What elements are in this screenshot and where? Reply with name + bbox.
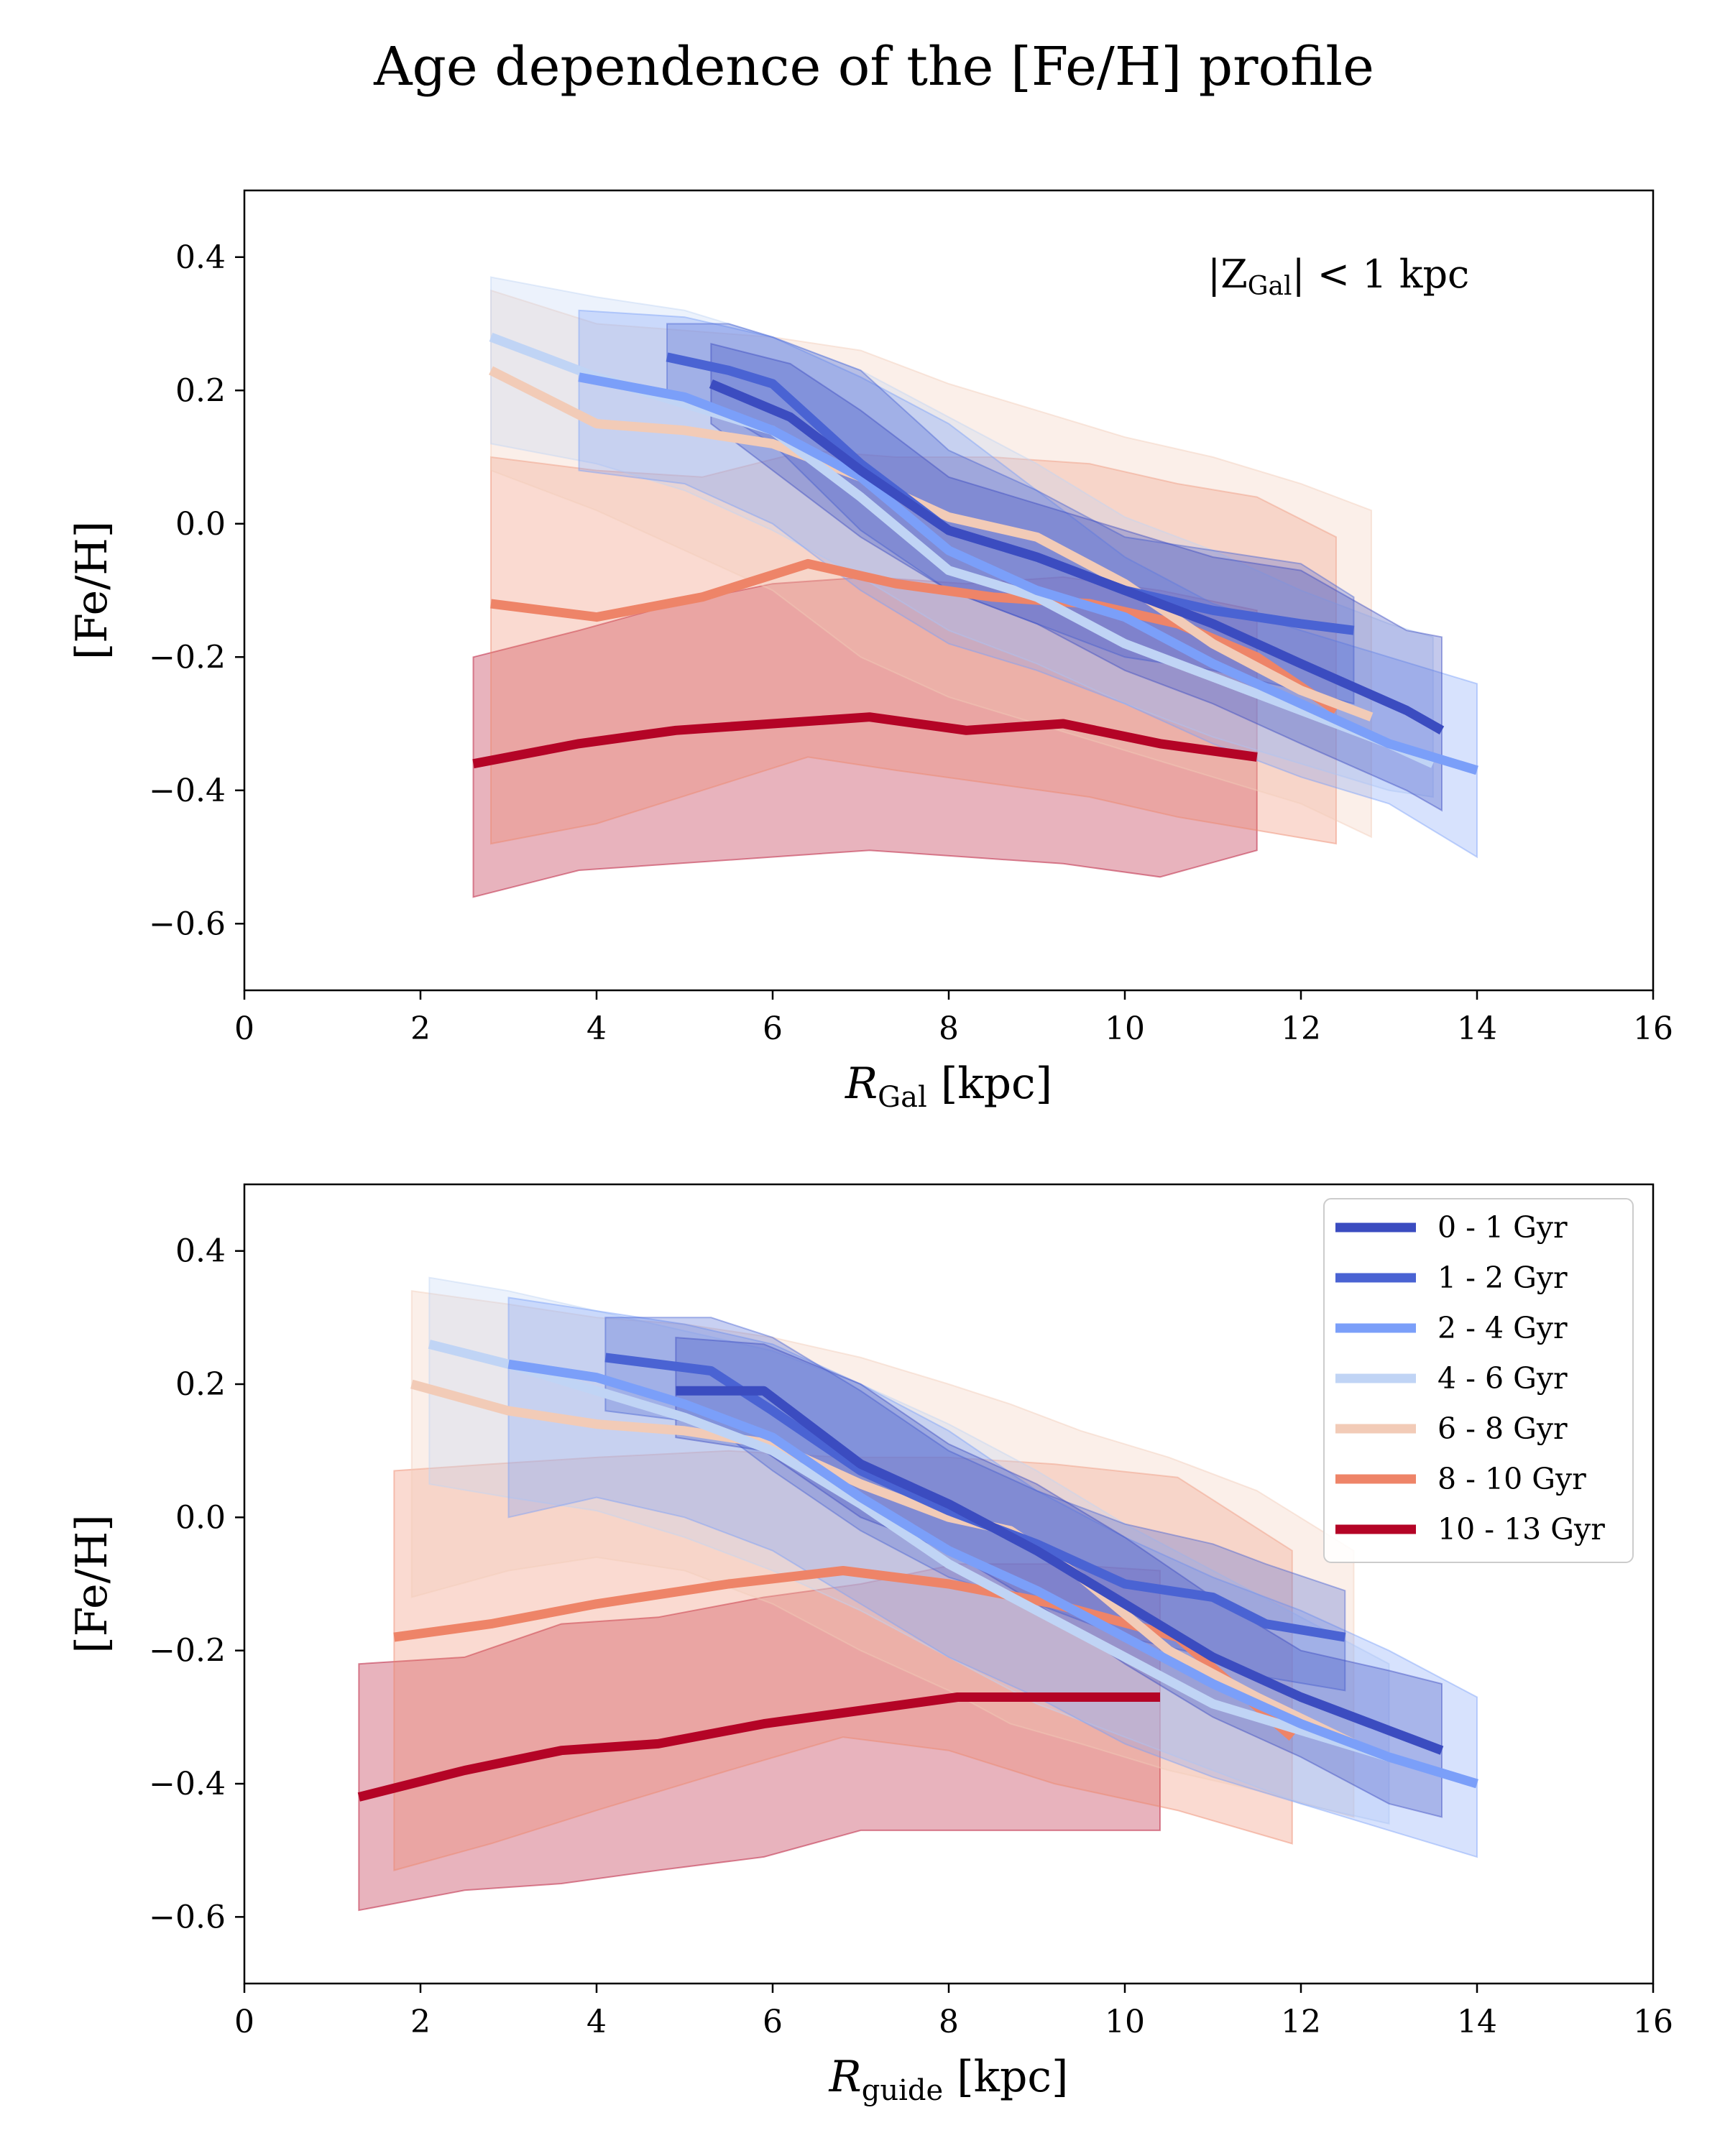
x-tick-label: 16 <box>1633 2004 1673 2040</box>
legend-box <box>1323 1198 1634 1563</box>
x-tick-label: 0 <box>234 2004 254 2040</box>
y-axis-label: [Fe/H] <box>67 1514 117 1653</box>
line-2-4-gyr <box>578 372 1478 775</box>
legend-label-8-10-gyr: 8 - 10 Gyr <box>1438 1462 1586 1496</box>
x-tick-label: 6 <box>763 2004 783 2040</box>
band-6-8-gyr <box>410 1290 1355 1818</box>
x-tick-label: 8 <box>939 2004 959 2040</box>
band-6-8-gyr <box>490 289 1372 839</box>
x-tick-label: 12 <box>1281 2004 1321 2040</box>
top-panel: 0 2 4 6 8 10 12 14 16 0.4 0.2 0.0 −0.2 −0.4 −0.6 RGal [… <box>67 189 1673 1114</box>
legend-label-1-2-gyr: 1 - 2 Gyr <box>1438 1261 1568 1295</box>
x-tick-label: 8 <box>939 1010 959 1047</box>
line-6-8-gyr <box>489 366 1374 722</box>
x-tick-label: 4 <box>586 1010 607 1047</box>
y-tick-label: −0.6 <box>149 1899 226 1935</box>
y-tick-label: 0.0 <box>175 1499 226 1536</box>
y-tick-label: −0.6 <box>149 906 226 942</box>
plot-area <box>472 276 1478 898</box>
line-4-6-gyr <box>489 333 1435 768</box>
legend-label-4-6-gyr: 4 - 6 Gyr <box>1438 1361 1568 1396</box>
y-tick-label: −0.4 <box>149 1766 226 1802</box>
x-tick-label: 6 <box>763 1010 783 1047</box>
x-axis-label: RGal [kpc] <box>845 1059 1052 1114</box>
x-tick-label: 12 <box>1281 1010 1321 1047</box>
x-tick-label: 16 <box>1633 1010 1673 1047</box>
line-0-1-gyr <box>709 379 1445 734</box>
x-tick-label: 10 <box>1105 2004 1145 2040</box>
x-axis-label: Rguide [kpc] <box>829 2052 1069 2107</box>
band-10-13-gyr <box>358 1563 1161 1912</box>
band-10-13-gyr <box>472 576 1258 898</box>
line-6-8-gyr <box>410 1379 1356 1749</box>
x-tick-label: 14 <box>1457 2004 1497 2040</box>
y-tick-label: −0.2 <box>149 639 226 676</box>
z-cut-annotation: |ZGal| < 1 kpc <box>1208 252 1469 301</box>
bottom-panel: 0 2 4 6 8 10 12 14 16 0.4 0.2 0.0 −0.2 −0.4 −0.6 Rguide… <box>67 1183 1673 2107</box>
line-10-13-gyr <box>472 712 1258 769</box>
figure-title: Age dependence of the [Fe/H] profile <box>373 36 1374 98</box>
x-tick-label: 14 <box>1457 1010 1497 1047</box>
legend-label-0-1-gyr: 0 - 1 Gyr <box>1438 1210 1568 1245</box>
line-0-1-gyr <box>676 1386 1444 1755</box>
y-tick-label: 0.4 <box>175 1233 226 1270</box>
legend-label-2-4-gyr: 2 - 4 Gyr <box>1438 1311 1568 1345</box>
x-tick-label: 0 <box>234 1010 254 1047</box>
line-2-4-gyr <box>507 1359 1478 1789</box>
y-tick-label: 0.0 <box>175 506 226 543</box>
y-axis-label: [Fe/H] <box>67 521 117 660</box>
legend-label-6-8-gyr: 6 - 8 Gyr <box>1438 1411 1568 1446</box>
x-tick-label: 10 <box>1105 1010 1145 1047</box>
plot-area <box>357 1276 1478 1912</box>
y-tick-label: 0.4 <box>175 239 226 276</box>
line-8-10-gyr <box>490 558 1339 714</box>
x-tick-label: 2 <box>410 1010 431 1047</box>
y-tick-label: −0.2 <box>149 1633 226 1669</box>
line-4-6-gyr <box>428 1340 1391 1762</box>
x-tick-label: 4 <box>586 2004 607 2040</box>
legend: 0 - 1 Gyr 1 - 2 Gyr 2 - 4 Gyr 4 - 6 Gyr 6 - … <box>1323 1198 1634 1563</box>
line-10-13-gyr <box>357 1692 1160 1802</box>
legend-label-10-13-gyr: 10 - 13 Gyr <box>1438 1512 1605 1547</box>
x-tick-label: 2 <box>410 2004 431 2040</box>
y-tick-label: 0.2 <box>175 1366 226 1403</box>
y-tick-label: −0.4 <box>149 773 226 809</box>
y-tick-label: 0.2 <box>175 372 226 409</box>
